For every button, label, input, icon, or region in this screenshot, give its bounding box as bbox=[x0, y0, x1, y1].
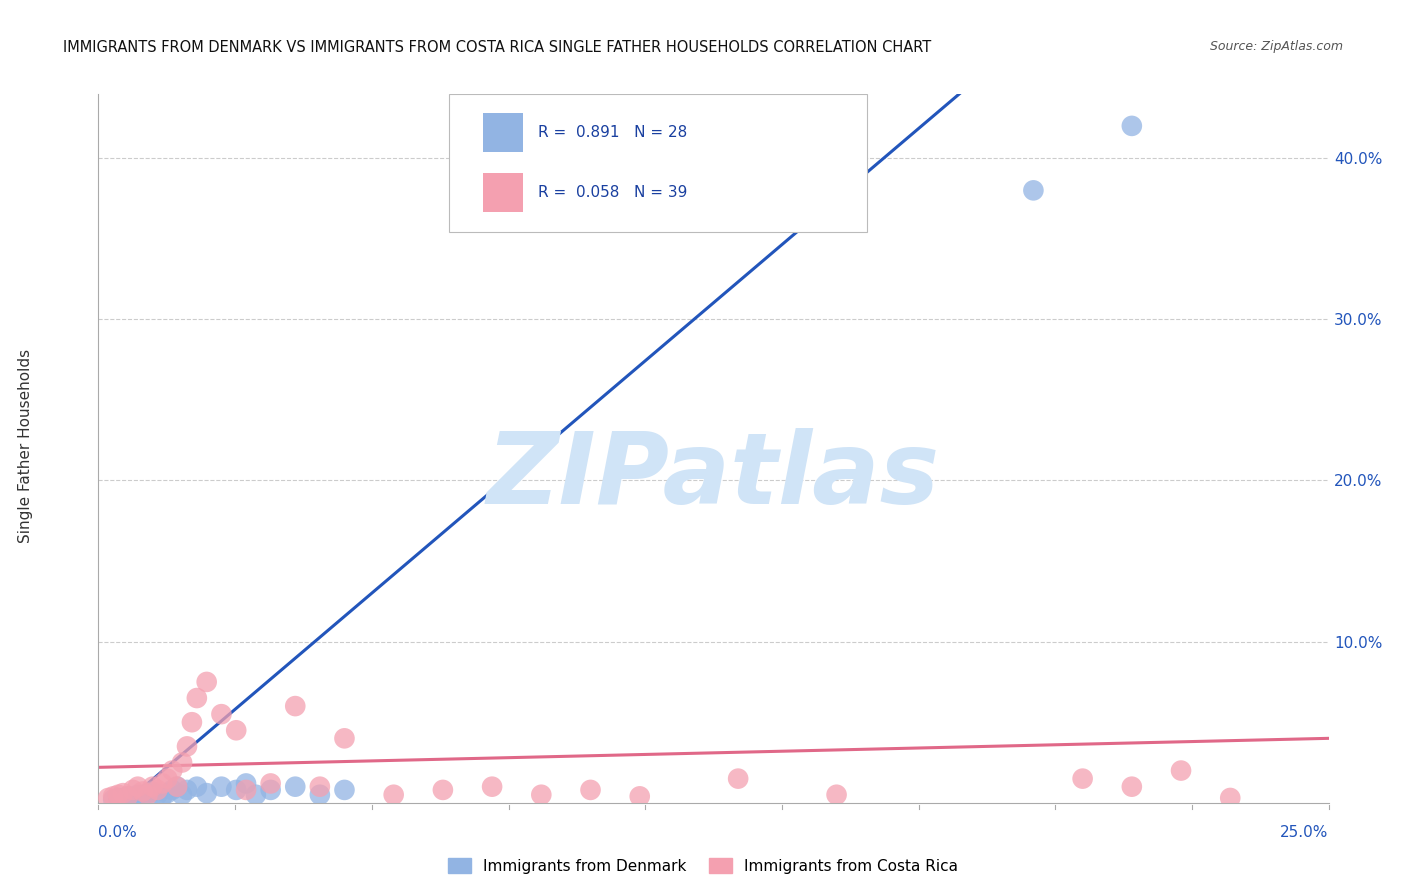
Bar bbox=[484, 112, 523, 152]
Point bbox=[211, 707, 233, 722]
Point bbox=[181, 715, 204, 730]
Point bbox=[1219, 791, 1241, 805]
Point bbox=[112, 791, 135, 805]
Point bbox=[1170, 764, 1192, 778]
Point bbox=[309, 780, 332, 794]
Point bbox=[1121, 780, 1143, 794]
Point bbox=[186, 691, 208, 706]
Point bbox=[166, 780, 188, 794]
Point bbox=[156, 772, 179, 786]
Point bbox=[97, 791, 120, 805]
Point bbox=[225, 783, 247, 797]
Point bbox=[117, 789, 139, 804]
Point bbox=[112, 786, 135, 800]
Point bbox=[1071, 772, 1094, 786]
Point bbox=[176, 739, 198, 754]
Point bbox=[176, 783, 198, 797]
Point bbox=[260, 783, 283, 797]
Point bbox=[107, 791, 129, 805]
Point bbox=[142, 784, 165, 798]
Point bbox=[235, 783, 257, 797]
Point bbox=[245, 788, 267, 802]
Point bbox=[825, 788, 848, 802]
Point bbox=[136, 788, 159, 802]
Point bbox=[481, 780, 503, 794]
Legend: Immigrants from Denmark, Immigrants from Costa Rica: Immigrants from Denmark, Immigrants from… bbox=[441, 852, 965, 880]
Point bbox=[107, 788, 129, 802]
Point bbox=[195, 674, 218, 689]
Point bbox=[136, 786, 159, 800]
Text: Single Father Households: Single Father Households bbox=[18, 349, 32, 543]
Point bbox=[432, 783, 454, 797]
Point bbox=[1121, 119, 1143, 133]
Point bbox=[260, 776, 283, 790]
Point bbox=[727, 772, 749, 786]
Point bbox=[122, 783, 145, 797]
FancyBboxPatch shape bbox=[449, 94, 868, 232]
Point bbox=[142, 780, 165, 794]
Bar bbox=[484, 173, 523, 212]
Point bbox=[382, 788, 405, 802]
Text: R =  0.058   N = 39: R = 0.058 N = 39 bbox=[537, 186, 688, 201]
Text: Source: ZipAtlas.com: Source: ZipAtlas.com bbox=[1209, 40, 1343, 54]
Point bbox=[284, 780, 307, 794]
Point bbox=[152, 776, 174, 790]
Point bbox=[146, 783, 169, 797]
Point bbox=[530, 788, 553, 802]
Point bbox=[166, 780, 188, 794]
Point bbox=[186, 780, 208, 794]
Point bbox=[162, 764, 183, 778]
Point bbox=[309, 788, 332, 802]
Point bbox=[117, 789, 139, 804]
Point bbox=[103, 789, 125, 804]
Point bbox=[122, 791, 145, 805]
Point bbox=[235, 776, 257, 790]
Point bbox=[152, 789, 174, 804]
Text: IMMIGRANTS FROM DENMARK VS IMMIGRANTS FROM COSTA RICA SINGLE FATHER HOUSEHOLDS C: IMMIGRANTS FROM DENMARK VS IMMIGRANTS FR… bbox=[63, 40, 932, 55]
Point bbox=[103, 792, 125, 806]
Point bbox=[195, 786, 218, 800]
Point bbox=[579, 783, 602, 797]
Point bbox=[225, 723, 247, 738]
Text: R =  0.891   N = 28: R = 0.891 N = 28 bbox=[537, 125, 688, 140]
Point bbox=[162, 783, 183, 797]
Point bbox=[156, 786, 179, 800]
Point bbox=[146, 788, 169, 802]
Text: 0.0%: 0.0% bbox=[98, 825, 138, 839]
Point bbox=[127, 780, 149, 794]
Point bbox=[132, 789, 155, 804]
Point bbox=[1022, 183, 1045, 197]
Point bbox=[172, 756, 194, 770]
Point bbox=[172, 788, 194, 802]
Point bbox=[333, 783, 356, 797]
Point bbox=[284, 699, 307, 714]
Text: ZIPatlas: ZIPatlas bbox=[486, 428, 941, 525]
Text: 25.0%: 25.0% bbox=[1281, 825, 1329, 839]
Point bbox=[127, 788, 149, 802]
Point bbox=[132, 784, 155, 798]
Point bbox=[628, 789, 651, 804]
Point bbox=[211, 780, 233, 794]
Point bbox=[333, 731, 356, 746]
